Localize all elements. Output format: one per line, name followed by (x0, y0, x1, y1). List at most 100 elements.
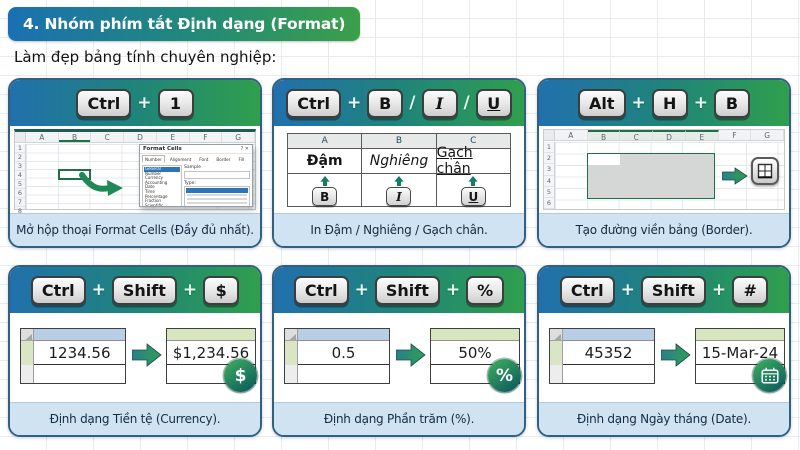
key-u: U (475, 88, 512, 118)
key-u-small: U (460, 187, 486, 206)
card-caption: Mở hộp thoại Format Cells (Đầy đủ nhất). (10, 213, 260, 246)
value-before: 45352 (563, 341, 654, 365)
key-pointer: U (435, 173, 510, 206)
shortcut-keys-header: Ctrl + Shift + % (274, 267, 524, 313)
calendar-icon (760, 367, 779, 384)
column-header: G (222, 132, 256, 142)
key-i-small: I (386, 187, 412, 206)
type-list (184, 186, 250, 206)
plus-separator: + (354, 280, 369, 300)
row-header (285, 341, 298, 365)
key-b: B (367, 88, 404, 118)
key-b-small: B (312, 187, 338, 206)
percent-illustration: 0.5 50% % (274, 313, 524, 402)
key-dollar: $ (203, 275, 240, 305)
format-table: A B C Đậm Nghiêng Gạch chân B I (287, 133, 511, 207)
sample-label: Sample (184, 165, 201, 170)
shortcut-keys-header: Ctrl + 1 (10, 80, 260, 126)
plus-separator: + (631, 93, 646, 113)
underline-sample: Gạch chân (435, 145, 510, 177)
key-ctrl: Ctrl (559, 275, 615, 305)
plus-separator: + (182, 280, 198, 300)
slash-separator: / (463, 93, 470, 113)
border-grid-icon (757, 163, 773, 179)
right-arrow-icon (661, 343, 691, 367)
corner-cell (285, 329, 298, 342)
corner-triangle-icon (287, 334, 296, 342)
tab-alignment: Alignment (169, 157, 192, 162)
key-alt: Alt (577, 88, 626, 118)
column-header: A (26, 132, 59, 142)
column-header: C (620, 130, 654, 142)
selected-cell (58, 169, 91, 180)
type-label: Type: (184, 181, 196, 186)
selected-range (587, 153, 715, 199)
header-row (34, 329, 125, 341)
card-format-cells: Ctrl + 1 A B C D E F G 1 2 3 (8, 78, 262, 248)
key-pointer: I (361, 173, 436, 206)
mini-spreadsheet: A B C D E F G 1 2 3 4 5 6 7 8 (14, 129, 256, 216)
key-pointer: B (288, 173, 362, 206)
corner-cell (21, 329, 34, 342)
card-caption: In Đậm / Nghiêng / Gạch chân. (274, 213, 524, 246)
mini-table-before: 45352 (549, 328, 655, 384)
row-header (550, 365, 563, 383)
slash-separator: / (409, 93, 416, 113)
card-percent: Ctrl + Shift + % 0.5 (272, 265, 526, 437)
tab-border: Border (216, 157, 231, 162)
card-date: Ctrl + Shift + # 45352 (537, 265, 791, 437)
header-row (167, 329, 255, 341)
value-before: 0.5 (298, 341, 389, 365)
tab-font: Font (199, 157, 209, 162)
right-arrow-icon (396, 343, 426, 367)
column-header: F (719, 130, 752, 140)
page-subtitle: Làm đẹp bảng tính chuyên nghiệp: (14, 48, 277, 66)
shortcut-keys-header: Ctrl + Shift + # (539, 267, 789, 313)
row-header (21, 341, 34, 365)
up-arrow-icon (468, 176, 478, 187)
date-badge (753, 359, 786, 392)
plus-separator: + (445, 280, 461, 300)
up-arrow-icon (320, 176, 330, 187)
card-currency: Ctrl + Shift + $ 1234.56 (8, 265, 262, 437)
value-after: 15-Mar-24 (696, 341, 784, 365)
column-header: E (157, 132, 190, 142)
header-row (696, 329, 784, 341)
shortcut-keys-header: Alt + H + B (539, 80, 789, 126)
format-cells-dialog: Format Cells ? ✕ Number Alignment Font B… (139, 144, 253, 207)
active-cell (588, 154, 620, 165)
biu-illustration: A B C Đậm Nghiêng Gạch chân B I (274, 126, 524, 213)
key-1: 1 (157, 88, 194, 118)
plus-separator: + (711, 280, 727, 300)
value-after: $1,234.56 (167, 341, 255, 365)
sample-box (184, 171, 250, 179)
category-list: General Number Currency Accounting Date … (142, 165, 182, 206)
currency-badge: $ (224, 359, 257, 392)
column-header: G (751, 130, 785, 140)
column-header: A (288, 134, 362, 148)
date-illustration: 45352 15-Mar-24 (539, 313, 789, 402)
key-hash: # (732, 275, 769, 305)
column-header: B (361, 134, 436, 148)
plus-separator: + (693, 93, 708, 113)
card-caption: Định dạng Ngày tháng (Date). (539, 402, 789, 435)
curved-arrow-icon (79, 172, 123, 196)
select-all-corner (544, 130, 555, 140)
select-all-corner (15, 132, 26, 142)
key-shift: Shift (374, 275, 440, 305)
key-ctrl: Ctrl (286, 88, 342, 118)
currency-illustration: 1234.56 $1,234.56 $ (10, 313, 260, 402)
column-header: B (587, 130, 621, 142)
shortcut-keys-header: Ctrl + Shift + $ (10, 267, 260, 313)
plus-separator: + (91, 280, 106, 300)
column-header: D (653, 130, 686, 142)
key-ctrl: Ctrl (30, 275, 86, 305)
bold-sample: Đậm (288, 148, 362, 173)
key-b: B (714, 88, 750, 118)
dialog-help-close-icons: ? ✕ (240, 146, 249, 152)
format-cells-illustration: A B C D E F G 1 2 3 4 5 6 7 8 (10, 126, 260, 216)
value-after: 50% (431, 341, 519, 365)
card-caption: Định dạng Tiền tệ (Currency). (10, 402, 260, 435)
border-illustration: A B C D E F G 1 2 3 4 5 6 (539, 126, 789, 213)
